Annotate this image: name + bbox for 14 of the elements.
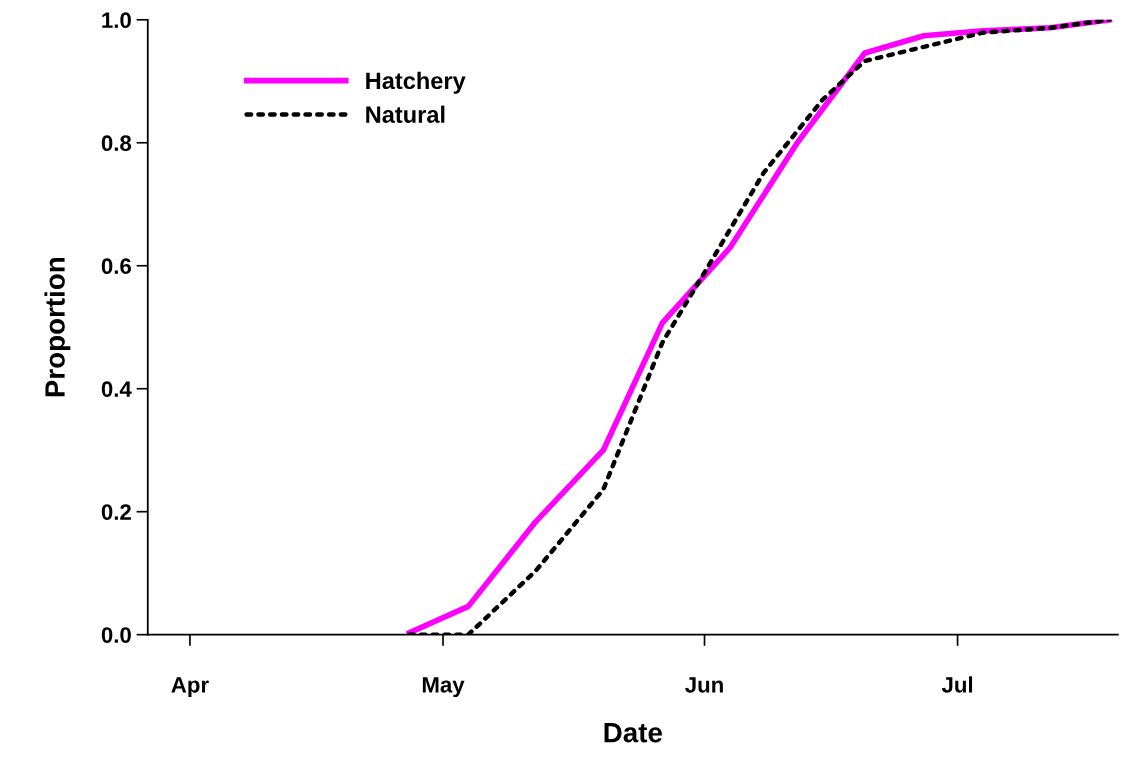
x-tick-label: May xyxy=(422,677,465,698)
x-axis-title: Date xyxy=(604,723,662,743)
legend-label: Hatchery xyxy=(366,71,466,94)
x-tick-label: Jun xyxy=(685,677,723,693)
legend-label: Natural xyxy=(366,105,445,123)
y-axis-title: Proportion xyxy=(44,257,71,397)
x-tick-label: Apr xyxy=(171,677,209,698)
y-tick-label: 0.6 xyxy=(101,258,131,275)
y-tick-label: 0.2 xyxy=(101,504,131,520)
y-tick-label: 0.8 xyxy=(101,135,132,152)
y-tick-label: 0.4 xyxy=(101,381,132,397)
x-tick-label: Jul xyxy=(941,676,973,693)
y-tick-label: 0.0 xyxy=(101,627,131,643)
y-tick-label: 1.0 xyxy=(102,12,131,29)
